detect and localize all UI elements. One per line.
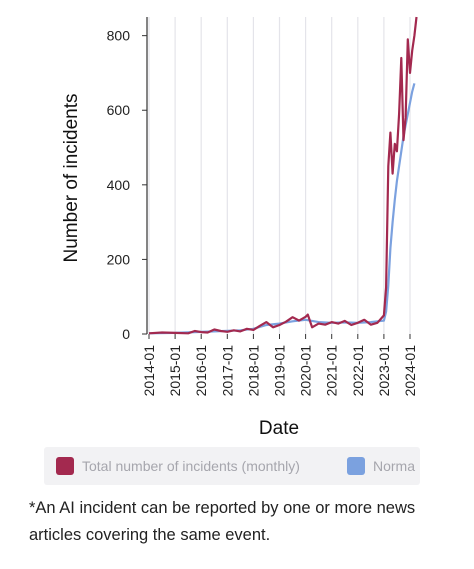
legend-label-total: Total number of incidents (monthly) xyxy=(82,458,300,474)
legend: Total number of incidents (monthly) Norm… xyxy=(44,447,420,485)
y-tick-label: 200 xyxy=(107,251,131,267)
y-axis-title: Number of incidents xyxy=(61,94,82,263)
y-axis-ticks: 0 200 400 600 800 xyxy=(107,28,147,342)
y-tick-label: 400 xyxy=(107,177,131,193)
legend-label-normalized: Norma xyxy=(373,458,416,474)
legend-swatch-normalized xyxy=(347,457,365,475)
x-tick-label: 2020-01 xyxy=(298,345,314,397)
x-axis-title: Date xyxy=(259,418,299,439)
x-tick-label: 2014-01 xyxy=(141,345,157,397)
series-line-normalized xyxy=(148,83,416,335)
x-tick-label: 2017-01 xyxy=(219,345,235,397)
y-tick-label: 0 xyxy=(122,326,130,342)
x-tick-label: 2023-01 xyxy=(376,345,392,397)
legend-swatch-total xyxy=(56,457,74,475)
legend-item-total[interactable]: Total number of incidents (monthly) xyxy=(56,455,300,477)
series-lines xyxy=(148,16,418,335)
x-axis-ticks: 2014-01 2015-01 2016-01 2017-01 2018-01 2019-… xyxy=(141,334,418,396)
y-tick-label: 800 xyxy=(107,28,131,44)
footnote: *An AI incident can be reported by one o… xyxy=(29,499,416,544)
x-tick-label: 2021-01 xyxy=(324,345,340,397)
y-tick-label: 600 xyxy=(107,102,131,118)
series-line-total-number-of-incidents-monthly xyxy=(148,16,418,335)
incident-chart: 0 200 400 600 800 2014-01 2015-01 2016-01 2017-… xyxy=(61,16,418,439)
x-tick-label: 2015-01 xyxy=(167,345,183,397)
vertical-grid xyxy=(148,17,411,334)
x-tick-label: 2022-01 xyxy=(350,345,366,397)
legend-item-normalized[interactable]: Norma xyxy=(347,455,415,477)
x-tick-label: 2016-01 xyxy=(193,345,209,397)
x-tick-label: 2019-01 xyxy=(272,345,288,397)
x-tick-label: 2024-01 xyxy=(402,345,418,397)
x-tick-label: 2018-01 xyxy=(245,345,261,397)
